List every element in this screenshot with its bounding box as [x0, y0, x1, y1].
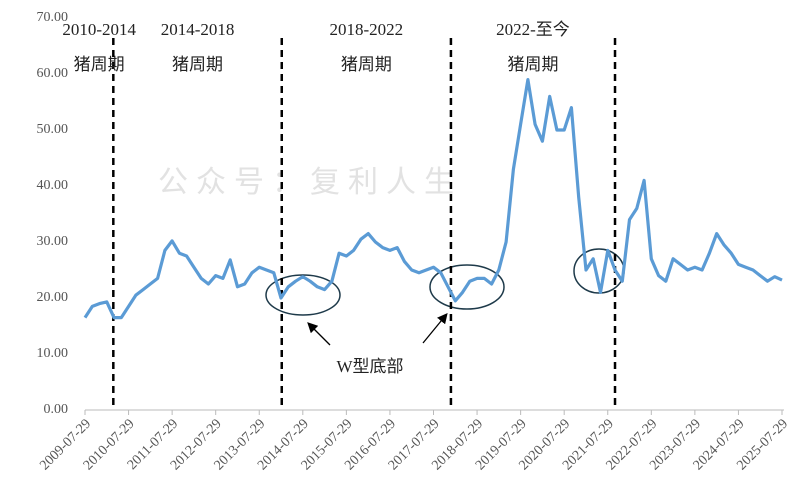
period-label: 2010-2014 — [62, 20, 136, 39]
watermark: 公众号：复利人生 — [158, 166, 462, 199]
highlight-ellipse — [265, 274, 341, 316]
y-tick-label: 0.00 — [44, 402, 69, 417]
y-tick-label: 10.00 — [37, 346, 69, 361]
period-label: 2022-至今 — [496, 20, 570, 39]
y-tick-label: 40.00 — [37, 178, 69, 193]
y-tick-label: 60.00 — [37, 66, 69, 81]
period-label: 2018-2022 — [330, 20, 404, 39]
period-sub: 猪周期 — [172, 55, 223, 74]
period-sub: 猪周期 — [507, 55, 558, 74]
y-tick-label: 30.00 — [37, 234, 69, 249]
y-tick-label: 70.00 — [37, 10, 69, 25]
y-tick-label: 20.00 — [37, 290, 69, 305]
period-sub: 猪周期 — [341, 55, 392, 74]
arrow — [422, 312, 448, 344]
period-sub: 猪周期 — [74, 55, 125, 74]
period-label: 2014-2018 — [161, 20, 235, 39]
highlight-ellipse — [429, 264, 505, 310]
y-tick-label: 50.00 — [37, 122, 69, 137]
arrow — [307, 322, 331, 346]
annotation: W型底部 — [336, 357, 403, 376]
price-line — [83, 78, 783, 320]
